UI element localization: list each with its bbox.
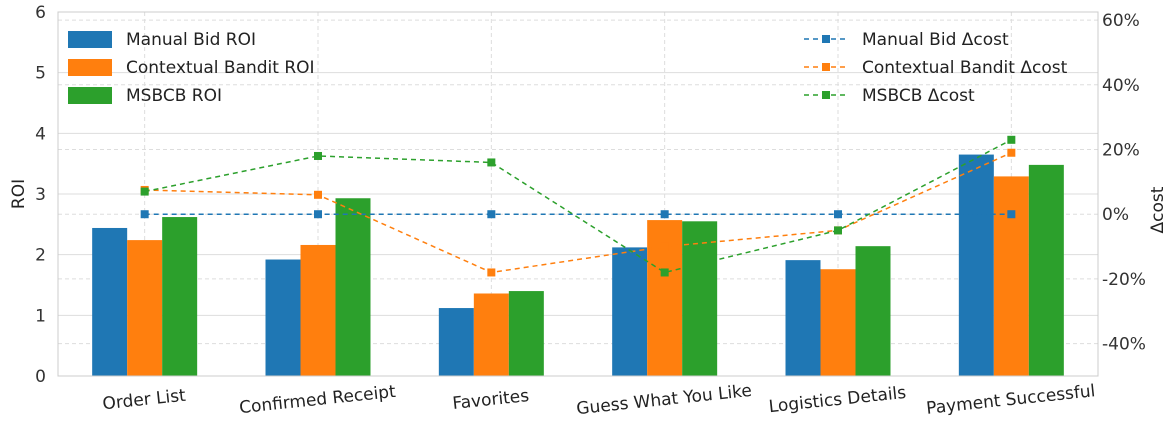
line-point bbox=[834, 226, 842, 235]
x-axis-ticks: Order List Confirmed Receipt Favorites Gues… bbox=[102, 381, 1097, 419]
line-point bbox=[1007, 148, 1016, 157]
y-tick-label: 3 bbox=[35, 185, 46, 205]
line-point bbox=[487, 158, 496, 167]
bar bbox=[438, 308, 474, 376]
y2-tick-label: -40% bbox=[1102, 335, 1146, 355]
line-point bbox=[660, 268, 669, 277]
line-point bbox=[487, 210, 496, 219]
y-axis-ticks: 0 1 2 3 4 5 6 bbox=[35, 3, 46, 387]
bar bbox=[162, 217, 198, 376]
bar bbox=[508, 291, 544, 376]
line-point bbox=[140, 187, 149, 196]
bars bbox=[92, 154, 1064, 376]
y2-tick-label: 20% bbox=[1102, 141, 1140, 161]
plot-frame bbox=[57, 11, 1099, 377]
bar bbox=[92, 227, 128, 376]
series-line bbox=[144, 152, 1012, 274]
series-line bbox=[144, 139, 1012, 274]
bar bbox=[785, 260, 821, 376]
bar bbox=[612, 247, 648, 376]
line-point bbox=[660, 242, 669, 251]
x-tick-label: Guess What You Like bbox=[575, 381, 752, 419]
y2-tick-label: 40% bbox=[1102, 76, 1140, 96]
y2-axis-title: Δcost bbox=[1148, 186, 1168, 233]
legend-bar-label: MSBCB ROI bbox=[126, 86, 222, 106]
line-point bbox=[314, 190, 322, 199]
y2-tick-label: 0% bbox=[1102, 205, 1129, 225]
bar bbox=[473, 293, 509, 376]
x-tick-label: Order List bbox=[102, 386, 187, 415]
legend-line-marker bbox=[822, 35, 830, 43]
y-tick-label: 1 bbox=[35, 306, 46, 326]
x-tick-label: Payment Successful bbox=[925, 381, 1096, 419]
y-axis-title: ROI bbox=[9, 179, 29, 209]
lines bbox=[140, 135, 1016, 277]
y2-tick-label: -20% bbox=[1102, 270, 1146, 290]
line-point bbox=[660, 210, 669, 219]
legend-line-marker bbox=[822, 91, 830, 99]
legend-line-label: Contextual Bandit Δcost bbox=[862, 58, 1068, 78]
legend-line-label: MSBCB Δcost bbox=[862, 86, 975, 106]
bar bbox=[300, 244, 336, 376]
y-tick-label: 6 bbox=[35, 3, 46, 23]
bar bbox=[682, 221, 718, 376]
legend-line-marker bbox=[822, 63, 830, 71]
y-tick-label: 4 bbox=[35, 124, 46, 144]
legend-bar-swatch bbox=[68, 87, 112, 104]
line-point bbox=[140, 210, 149, 219]
line-point bbox=[487, 268, 496, 277]
legend-bars: Manual Bid ROI Contextual Bandit ROI MSBCB… bbox=[68, 30, 315, 106]
y2-tick-label: 60% bbox=[1102, 11, 1140, 31]
bar bbox=[1028, 164, 1064, 376]
bar bbox=[820, 269, 856, 376]
bar bbox=[958, 154, 994, 376]
y-tick-label: 5 bbox=[35, 64, 46, 84]
bar bbox=[335, 198, 371, 376]
x-tick-label: Favorites bbox=[452, 386, 531, 414]
line-point bbox=[314, 210, 322, 219]
line-point bbox=[314, 151, 322, 160]
legend-bar-swatch bbox=[68, 31, 112, 48]
bar bbox=[127, 240, 163, 376]
legend-bar-label: Contextual Bandit ROI bbox=[126, 58, 315, 78]
bar bbox=[993, 176, 1029, 376]
legend-bar-swatch bbox=[68, 59, 112, 76]
x-tick-label: Confirmed Receipt bbox=[238, 382, 397, 418]
bar bbox=[855, 246, 891, 376]
x-tick-label: Logistics Details bbox=[768, 383, 907, 417]
y-tick-label: 0 bbox=[35, 367, 46, 387]
bar bbox=[265, 259, 301, 376]
legend-lines: Manual Bid Δcost Contextual Bandit Δcost M… bbox=[804, 30, 1068, 106]
legend-bar-label: Manual Bid ROI bbox=[126, 30, 256, 50]
line-point bbox=[834, 210, 842, 219]
y-tick-label: 2 bbox=[35, 246, 46, 266]
y2-axis-ticks: -40% -20% 0% 20% 40% 60% bbox=[1102, 11, 1146, 355]
legend-line-label: Manual Bid Δcost bbox=[862, 30, 1009, 50]
line-point bbox=[1007, 210, 1016, 219]
line-point bbox=[1007, 135, 1016, 144]
